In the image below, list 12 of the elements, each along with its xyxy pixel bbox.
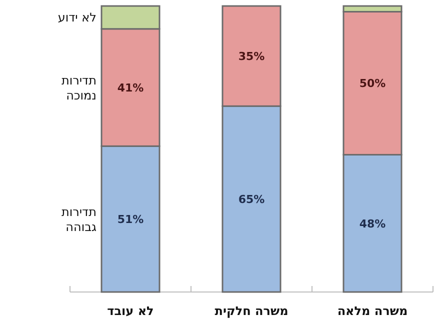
x-tick-label: לא עובד bbox=[107, 304, 154, 318]
series-label: תדירות גבוהה bbox=[61, 205, 97, 234]
x-tick-label: משרה מלאה bbox=[337, 304, 408, 318]
series-label: תדירות נמוכה bbox=[61, 74, 96, 103]
data-label: 35% bbox=[238, 50, 265, 64]
data-label: 48% bbox=[359, 217, 386, 230]
data-label: 65% bbox=[238, 193, 265, 206]
data-label: 41% bbox=[117, 82, 144, 95]
data-label: 51% bbox=[117, 213, 144, 226]
series-label: לא ידוע bbox=[58, 10, 96, 24]
x-tick-label: משרה חלקית bbox=[214, 304, 288, 318]
data-label: 50% bbox=[359, 77, 386, 90]
